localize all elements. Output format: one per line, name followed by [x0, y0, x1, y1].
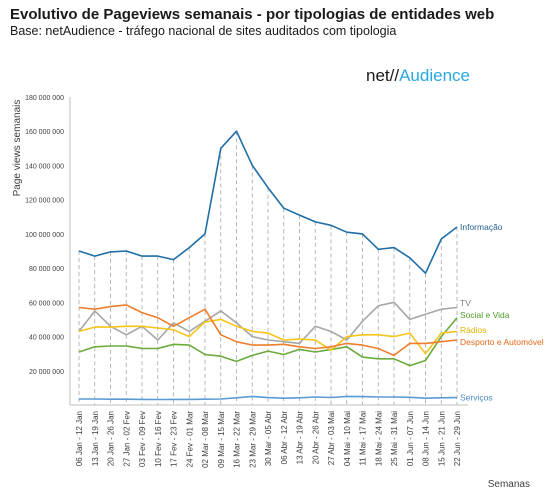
x-tick-label: 06 Jan - 12 Jan	[75, 411, 84, 466]
y-tick-label: 180 000 000	[25, 95, 64, 102]
series-lines	[78, 130, 458, 401]
y-tick-label: 100 000 000	[25, 232, 64, 239]
y-tick-label: 120 000 000	[25, 198, 64, 205]
x-tick-label: 17 Fev - 23 Fev	[170, 411, 179, 467]
x-tick-label: 22 Jun - 29 Jun	[453, 411, 462, 466]
x-tick-label: 01 Jun - 07 Jun	[406, 411, 415, 466]
y-tick-label: 20 000 000	[29, 369, 64, 376]
netaudience-logo: net//Audience	[366, 66, 470, 86]
x-tick-label: 13 Jan - 19 Jan	[91, 411, 100, 466]
y-tick-label: 40 000 000	[29, 335, 64, 342]
drop-lines	[78, 131, 458, 405]
x-tick-label: 08 Jun - 14 Jun	[422, 411, 431, 466]
x-tick-labels: 06 Jan - 12 Jan 13 Jan - 19 Jan 20 Jan - 2…	[75, 411, 462, 468]
x-tick-label: 24 Fev - 01 Mar	[185, 411, 194, 468]
x-tick-label: 06 Abr - 12 Abr	[280, 411, 289, 465]
x-tick-label: 02 Mar - 08 Mar	[201, 411, 210, 468]
x-tick-label: 15 Jun - 21 Jun	[437, 411, 446, 466]
x-tick-label: 03 Fev - 09 Fev	[138, 411, 147, 467]
y-tick-label: 60 000 000	[29, 300, 64, 307]
x-tick-label: 09 Mar - 15 Mar	[217, 411, 226, 468]
y-axis-label: Page views semanais	[12, 100, 23, 197]
x-tick-label: 23 Mar - 29 Mar	[248, 411, 257, 468]
chart-subtitle: Base: netAudience - tráfego nacional de …	[10, 24, 397, 38]
x-axis-label: Semanas	[488, 479, 530, 490]
y-tick-label: 160 000 000	[25, 129, 64, 136]
series-label-social-e-vida: Social e Vida	[460, 310, 510, 320]
series-label-tv: TV	[460, 298, 471, 308]
x-tick-label: 10 Fev - 16 Fev	[154, 411, 163, 467]
logo-net-text: net	[366, 66, 390, 85]
logo-audience-text: Audience	[399, 66, 470, 85]
x-tick-label: 30 Mar - 05 Abr	[264, 411, 273, 466]
x-tick-label: 04 Mai - 10 Mai	[343, 411, 352, 466]
series-line-social-e-vida	[78, 317, 458, 367]
series-labels: Informação TV Social e Vida Rádios Desporto …	[460, 222, 544, 403]
series-label-informacao: Informação	[460, 222, 503, 232]
series-label-desporto-e-automovel: Desporto e Automóvel	[460, 337, 544, 347]
logo-slash-text: //	[389, 66, 400, 85]
series-line-desporto-e-automovel	[78, 304, 458, 357]
series-line-informacao	[78, 130, 458, 275]
x-tick-label: 20 Jan - 26 Jan	[107, 411, 116, 466]
y-tick-label: 80 000 000	[29, 266, 64, 273]
y-tick-label: 140 000 000	[25, 163, 64, 170]
x-tick-label: 11 Mai - 17 Mai	[359, 411, 368, 466]
x-tick-label: 25 Mai - 31 Mai	[390, 411, 399, 466]
x-tick-label: 20 Abr - 26 Abr	[311, 411, 320, 465]
series-label-radios: Rádios	[460, 325, 486, 335]
x-tick-label: 18 Mai - 24 Mai	[374, 411, 383, 466]
x-tick-label: 16 Mar - 22 Mar	[233, 411, 242, 468]
series-line-radios	[78, 318, 458, 355]
series-line-servicos	[79, 395, 458, 401]
x-tick-label: 13 Abr - 19 Abr	[296, 411, 305, 465]
y-tick-labels: 20 000 000 40 000 000 60 000 000 80 000 000…	[25, 95, 64, 376]
chart-title: Evolutivo de Pageviews semanais - por ti…	[10, 6, 495, 23]
x-tick-label: 27 Abr - 03 Mai	[327, 411, 336, 465]
x-tick-label: 27 Jan - 02 Fev	[122, 411, 131, 467]
series-label-servicos: Serviços	[460, 393, 493, 403]
